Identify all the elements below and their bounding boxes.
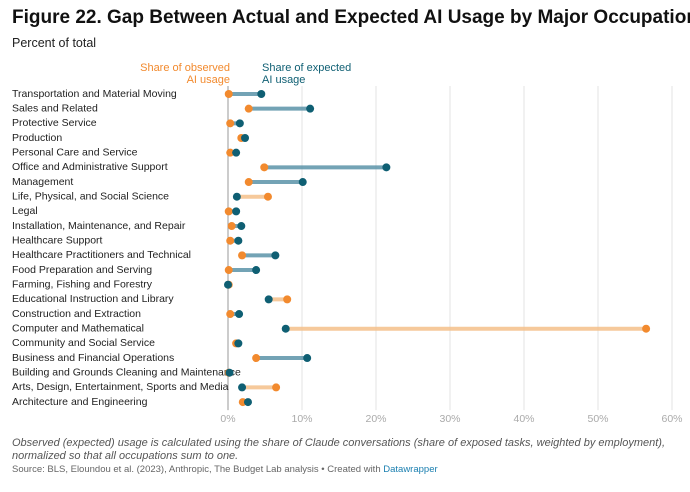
source-text: Source: BLS, Eloundou et al. (2023), Ant…: [12, 464, 381, 475]
y-tick-label: Personal Care and Service: [12, 146, 138, 158]
observed-dot: [252, 354, 261, 363]
y-tick-label: Construction and Extraction: [12, 308, 141, 320]
y-tick-label: Food Preparation and Serving: [12, 264, 152, 276]
legend-entry: Share of expected AI usage: [262, 62, 352, 86]
y-tick-label: Management: [12, 176, 73, 188]
observed-dot: [244, 104, 253, 113]
y-tick-label: Legal: [12, 205, 38, 217]
expected-dot: [252, 266, 261, 275]
expected-dot: [225, 368, 234, 377]
observed-dot: [244, 178, 253, 187]
expected-dot: [234, 339, 243, 348]
expected-dot: [232, 207, 241, 216]
x-tick-label: 20%: [365, 413, 386, 425]
observed-dot: [272, 383, 281, 392]
y-tick-label: Building and Grounds Cleaning and Mainte…: [12, 367, 241, 379]
expected-dot: [303, 354, 312, 363]
x-tick-label: 60%: [661, 413, 682, 425]
chart-title: Figure 22. Gap Between Actual and Expect…: [12, 7, 690, 28]
expected-dot: [224, 280, 232, 289]
observed-dot: [224, 207, 233, 216]
observed-dot: [224, 90, 233, 98]
y-tick-label: Healthcare Practitioners and Technical: [12, 249, 191, 261]
chart-subtitle: Percent of total: [12, 36, 97, 50]
observed-dot: [260, 163, 269, 172]
x-tick-label: 10%: [291, 413, 312, 425]
observed-dot: [238, 251, 247, 260]
y-tick-label: Computer and Mathematical: [12, 323, 144, 335]
expected-dot: [238, 383, 247, 392]
observed-dot: [227, 222, 236, 231]
observed-dot: [642, 324, 651, 333]
observed-dot: [283, 295, 292, 304]
y-tick-label: Educational Instruction and Library: [12, 293, 174, 305]
observed-dot: [263, 192, 272, 201]
y-tick-label: Life, Physical, and Social Science: [12, 190, 169, 202]
x-tick-label: 0%: [220, 413, 235, 425]
expected-dot: [257, 90, 266, 98]
x-tick-label: 40%: [513, 413, 534, 425]
expected-dot: [235, 119, 244, 128]
expected-dot: [281, 324, 290, 333]
x-tick-label: 30%: [439, 413, 460, 425]
footnote: Observed (expected) usage is calculated …: [12, 437, 666, 462]
observed-dot: [226, 119, 235, 128]
source: Source: BLS, Eloundou et al. (2023), Ant…: [12, 464, 438, 475]
y-tick-label: Farming, Fishing and Forestry: [12, 278, 153, 290]
expected-dot: [306, 104, 315, 113]
y-tick-label: Architecture and Engineering: [12, 396, 148, 408]
y-tick-label: Transportation and Material Moving: [12, 88, 177, 100]
expected-dot: [232, 148, 241, 157]
y-tick-label: Protective Service: [12, 117, 97, 129]
y-tick-label: Business and Financial Operations: [12, 352, 174, 364]
expected-dot: [235, 310, 244, 319]
observed-dot: [226, 148, 235, 157]
y-tick-label: Community and Social Service: [12, 337, 155, 349]
expected-dot: [271, 251, 280, 260]
y-tick-label: Installation, Maintenance, and Repair: [12, 220, 186, 232]
expected-dot: [237, 222, 246, 231]
expected-dot: [264, 295, 273, 304]
y-tick-label: Healthcare Support: [12, 234, 103, 246]
y-tick-label: Production: [12, 132, 62, 144]
observed-dot: [224, 266, 233, 275]
expected-dot: [232, 192, 241, 201]
y-tick-label: Arts, Design, Entertainment, Sports and …: [12, 381, 229, 393]
expected-dot: [243, 398, 252, 407]
y-tick-label: Sales and Related: [12, 102, 98, 114]
legend-entry: Share of observed AI usage: [140, 62, 230, 86]
x-tick-label: 50%: [587, 413, 608, 425]
source-link[interactable]: Datawrapper: [383, 464, 438, 475]
expected-dot: [298, 178, 307, 187]
observed-dot: [226, 236, 235, 245]
observed-dot: [226, 310, 235, 319]
expected-dot: [234, 236, 243, 245]
y-tick-label: Office and Administrative Support: [12, 161, 168, 173]
expected-dot: [382, 163, 391, 172]
expected-dot: [241, 134, 250, 143]
